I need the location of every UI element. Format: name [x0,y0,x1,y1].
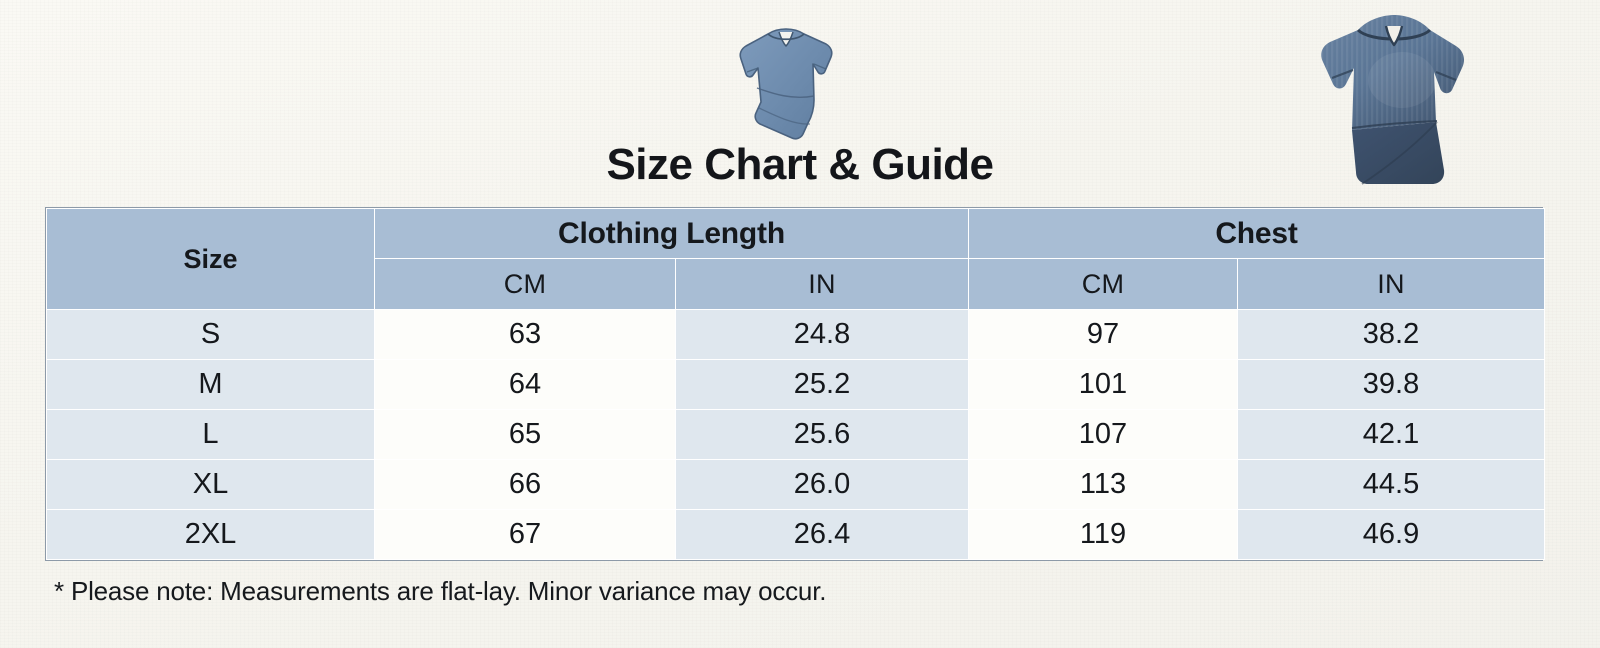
column-group-header-clothing-length: Clothing Length [374,208,969,259]
cell-length-cm: 67 [374,509,676,560]
table-row: XL 66 26.0 113 44.5 [46,459,1546,510]
column-group-header-chest: Chest [967,208,1546,259]
cell-chest-in: 38.2 [1236,309,1546,360]
cell-chest-cm: 107 [968,409,1238,460]
cell-length-cm: 64 [374,359,676,410]
cell-size: S [46,309,375,360]
cell-length-in: 25.6 [675,409,969,460]
footnote-text: * Please note: Measurements are flat-lay… [54,576,827,606]
column-header-chest-cm: CM [968,258,1238,310]
column-header-chest-in: IN [1236,258,1546,310]
cell-chest-cm: 97 [968,309,1238,360]
cell-length-cm: 65 [374,409,676,460]
cell-chest-cm: 119 [968,509,1238,560]
cell-length-cm: 66 [374,459,676,510]
cell-length-in: 25.2 [675,359,969,410]
cell-length-in: 26.4 [675,509,969,560]
page-title: Size Chart & Guide [606,140,994,189]
column-header-length-in: IN [675,258,969,310]
cell-length-in: 26.0 [675,459,969,510]
cell-length-cm: 63 [374,309,676,360]
size-chart-table: Size Clothing Length Chest CM IN CM IN S… [46,208,1546,560]
table-row: 2XL 67 26.4 119 46.9 [46,509,1546,560]
cell-chest-in: 42.1 [1236,409,1546,460]
column-header-length-cm: CM [374,258,676,310]
table-row: S 63 24.8 97 38.2 [46,309,1546,360]
cell-chest-in: 44.5 [1236,459,1546,510]
table-row: L 65 25.6 107 42.1 [46,409,1546,460]
table-body: S 63 24.8 97 38.2 M 64 25.2 101 39.8 L 6… [46,309,1546,560]
cell-size: L [46,409,375,460]
size-chart-table-container: Size Clothing Length Chest CM IN CM IN S… [45,207,1546,561]
cell-size: 2XL [46,509,375,560]
column-header-size: Size [46,208,375,310]
table-row: M 64 25.2 101 39.8 [46,359,1546,410]
cell-chest-in: 39.8 [1236,359,1546,410]
cell-chest-cm: 101 [968,359,1238,410]
blue-short-sleeve-top-illustration [730,24,842,146]
table-unit-header-row: CM IN CM IN [47,258,1546,310]
cell-chest-in: 46.9 [1236,509,1546,560]
cell-length-in: 24.8 [675,309,969,360]
table-header: Size Clothing Length Chest CM IN CM IN [46,208,1546,310]
cell-size: M [46,359,375,410]
cell-size: XL [46,459,375,510]
cell-chest-cm: 113 [968,459,1238,510]
table-group-header-row: Size Clothing Length Chest [46,208,1546,310]
blue-ribbed-top-photo [1306,2,1474,194]
